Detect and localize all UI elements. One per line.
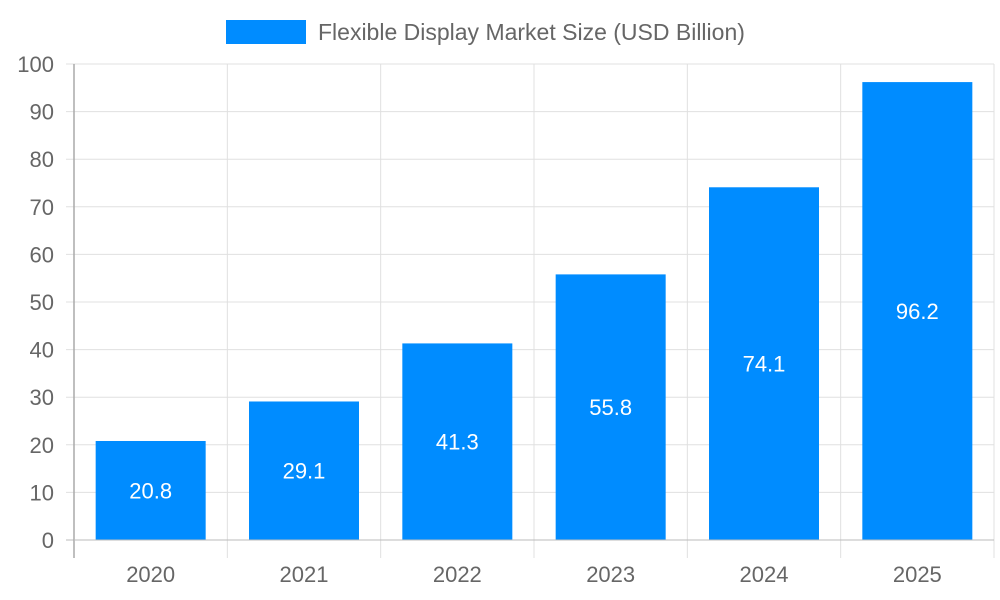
data-label: 96.2 <box>896 299 939 324</box>
legend-label: Flexible Display Market Size (USD Billio… <box>318 19 745 45</box>
bars: 20.8 29.1 41.3 55.8 74.1 96.2 <box>95 82 973 540</box>
data-label: 74.1 <box>743 352 786 377</box>
x-tick-label: 2025 <box>893 562 942 587</box>
data-label: 41.3 <box>436 430 479 455</box>
y-tick-label: 0 <box>42 528 54 553</box>
y-tick-label: 100 <box>17 52 54 77</box>
bar-2021 <box>249 401 359 540</box>
y-tick-label: 10 <box>30 480 54 505</box>
data-label: 20.8 <box>129 478 172 503</box>
axes: 0 10 20 30 40 50 60 70 80 90 100 2020 2021 2022 2023 20… <box>17 52 994 587</box>
y-tick-label: 20 <box>30 433 54 458</box>
data-label: 55.8 <box>589 395 632 420</box>
legend[interactable]: Flexible Display Market Size (USD Billio… <box>226 19 745 45</box>
y-tick-label: 90 <box>30 100 54 125</box>
legend-swatch <box>226 20 306 44</box>
x-tick-label: 2021 <box>280 562 329 587</box>
y-tick-label: 40 <box>30 338 54 363</box>
x-tick-label: 2023 <box>586 562 635 587</box>
grid <box>66 63 995 558</box>
y-tick-label: 50 <box>30 290 54 315</box>
bar-2025 <box>862 82 973 540</box>
y-tick-label: 60 <box>30 242 54 267</box>
x-tick-label: 2024 <box>740 562 789 587</box>
y-tick-label: 80 <box>30 147 54 172</box>
bar-2023 <box>555 274 666 540</box>
x-tick-label: 2020 <box>126 562 175 587</box>
data-label: 29.1 <box>283 459 326 484</box>
x-tick-label: 2022 <box>433 562 482 587</box>
y-tick-label: 30 <box>30 385 54 410</box>
bar-2020 <box>95 440 206 540</box>
bar-2024 <box>709 187 819 540</box>
bar-2022 <box>402 343 513 540</box>
y-tick-label: 70 <box>30 195 54 220</box>
